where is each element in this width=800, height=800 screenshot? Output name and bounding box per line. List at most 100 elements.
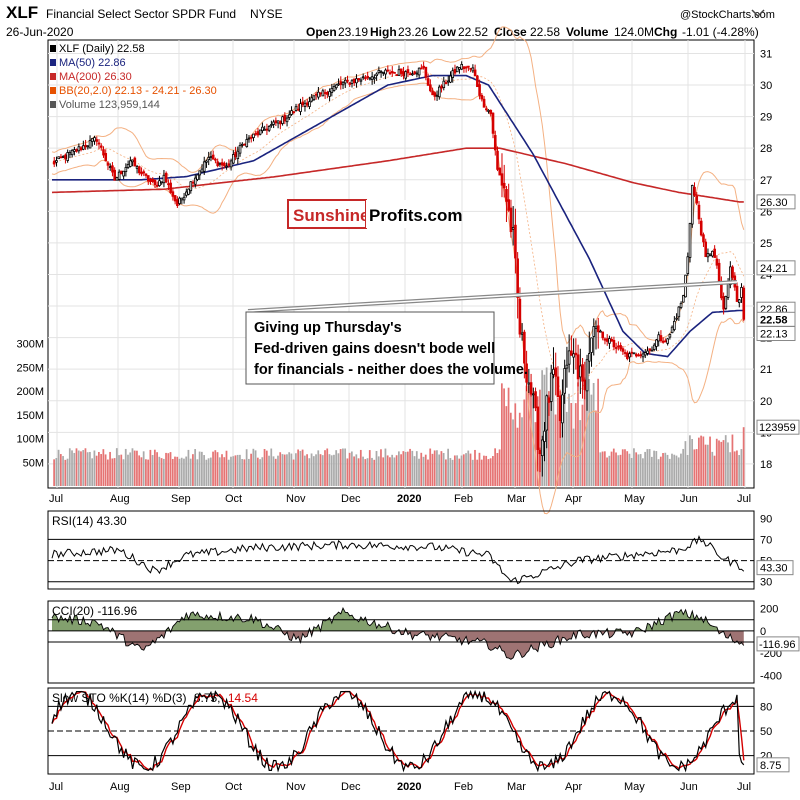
price-tick-label: 25: [760, 238, 772, 250]
candle-body: [138, 166, 141, 174]
volume-bar: [306, 454, 308, 486]
volume-bar: [368, 450, 371, 486]
volume-bar: [637, 454, 640, 486]
volume-bar: [650, 456, 653, 486]
candle-body: [142, 171, 146, 174]
volume-bar: [236, 454, 239, 486]
volume-bar: [326, 448, 329, 486]
month-label: Sep: [171, 781, 191, 793]
volume-bar: [606, 457, 608, 486]
volume-bar: [386, 455, 389, 486]
volume-bar: [239, 454, 241, 486]
volume-bar: [695, 449, 698, 486]
candle-body: [590, 337, 593, 353]
volume-bar: [122, 459, 125, 486]
candle-body: [178, 197, 181, 204]
volume-bar: [223, 457, 226, 486]
volume-bar: [574, 403, 577, 486]
logo-part1: Sunshine: [293, 206, 370, 225]
candle-body: [294, 106, 298, 111]
candle-body: [84, 144, 87, 148]
candle-body: [131, 159, 134, 163]
candle-body: [335, 84, 338, 89]
candle-body: [305, 102, 309, 106]
candle-body: [102, 149, 105, 156]
volume-bar: [702, 436, 705, 486]
volume-bar: [111, 458, 114, 486]
candle-body: [205, 160, 208, 163]
month-label: May: [624, 493, 645, 505]
volume-bar: [639, 454, 642, 486]
volume-bar: [75, 448, 78, 486]
volume-bar: [328, 454, 331, 486]
price-badge-label: 22.13: [760, 329, 788, 341]
legend-entry-label: BB(20,2.0) 22.13 - 24.21 - 26.30: [59, 85, 217, 97]
candle-body: [281, 116, 284, 124]
volume-bar: [252, 448, 255, 486]
chart-date: 26-Jun-2020: [6, 25, 74, 39]
candle-body: [431, 90, 434, 96]
candle-body: [88, 140, 92, 149]
volume-bar: [608, 455, 611, 486]
chart-settings-icon[interactable]: [751, 9, 765, 18]
candle-body: [82, 145, 85, 150]
volume-bar: [160, 458, 163, 486]
volume-bar: [588, 379, 591, 486]
candle-body: [534, 391, 537, 409]
volume-bar: [655, 451, 658, 486]
month-label: Sep: [171, 493, 191, 505]
candle-body: [308, 101, 311, 107]
candle-body: [113, 169, 116, 181]
sto-tick-label: 50: [760, 726, 772, 738]
volume-bar: [398, 451, 400, 486]
volume-bar: [601, 451, 604, 486]
candle-body: [176, 199, 179, 206]
candle-body: [384, 69, 387, 75]
candle-body: [690, 185, 694, 225]
volume-bar: [704, 444, 707, 486]
candle-body: [594, 326, 598, 329]
volume-bar: [324, 450, 326, 486]
volume-bar: [68, 448, 71, 486]
volume-bar: [200, 451, 203, 486]
volume-bar: [277, 455, 279, 486]
volume-bar: [597, 378, 599, 486]
candle-body: [352, 78, 356, 84]
close-label: Close: [494, 25, 527, 39]
volume-bar: [189, 458, 192, 486]
volume-bar: [364, 459, 367, 486]
ohlc-strip: Open 23.19 High 23.26 Low 22.52 Close 22…: [306, 25, 759, 39]
rsi-line: [51, 534, 745, 585]
volume-bar: [256, 457, 259, 486]
volume-bar: [133, 450, 136, 486]
candle-body: [726, 282, 730, 298]
candle-body: [104, 153, 108, 162]
candle-body: [570, 350, 573, 356]
candle-body: [263, 128, 266, 131]
candle-body: [666, 338, 669, 344]
month-label: Dec: [341, 493, 361, 505]
volume-bar: [689, 435, 691, 486]
candle-body: [185, 191, 188, 196]
candle-body: [740, 287, 743, 298]
volume-bar: [315, 454, 317, 486]
candle-body: [437, 86, 441, 98]
volume-bar: [527, 385, 530, 486]
volume-bar: [169, 452, 172, 486]
volume-bar: [516, 427, 519, 486]
volume-bar: [216, 452, 219, 486]
volume-bar: [449, 458, 452, 486]
volume-bar: [73, 452, 76, 486]
candle-body: [556, 376, 560, 398]
volume-bar: [312, 456, 315, 486]
volume-bar: [310, 453, 313, 486]
candle-body: [480, 94, 484, 100]
candle-body: [639, 354, 643, 357]
candle-body: [164, 172, 168, 183]
candle-body: [536, 406, 540, 450]
volume-bar: [709, 436, 711, 486]
volume-bar: [158, 456, 161, 486]
candle-body: [220, 162, 224, 166]
volume-bar: [196, 459, 199, 486]
